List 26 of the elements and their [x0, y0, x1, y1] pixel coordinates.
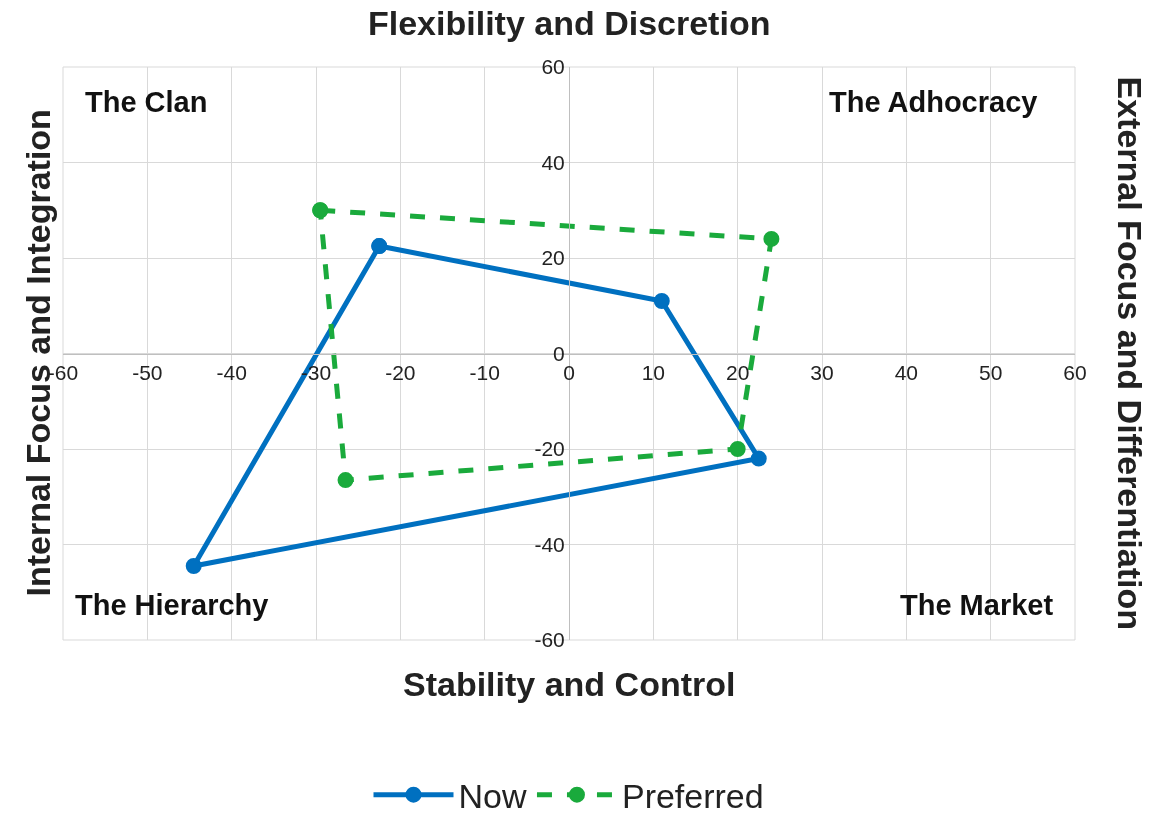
legend-label: Preferred: [621, 776, 764, 815]
x-tick-label: -20: [385, 360, 416, 384]
x-tick-label: -50: [132, 360, 163, 384]
x-axis-title: Stability and Control: [403, 665, 736, 703]
y-tick-label: 60: [541, 55, 565, 79]
y-tick-label: -20: [534, 437, 565, 461]
x-tick-label: 20: [725, 360, 750, 384]
annotation: The Clan: [85, 86, 208, 118]
y-tick-label: -60: [534, 628, 565, 652]
legend-label: Now: [458, 776, 527, 815]
x-tick-label: 40: [894, 360, 919, 384]
x-tick-label: -40: [216, 360, 247, 384]
annotation: The Adhocracy: [829, 86, 1038, 118]
y-tick-label: 0: [553, 341, 565, 365]
y-tick-label: 40: [541, 150, 565, 174]
chart-title: Flexibility and Discretion: [368, 4, 771, 42]
annotation: The Hierarchy: [75, 589, 269, 621]
x-tick-label: -10: [469, 360, 500, 384]
x-tick-label: 60: [1063, 360, 1087, 384]
annotation: The Market: [900, 589, 1054, 621]
x-tick-label: 10: [641, 360, 666, 384]
y-tick-label: 20: [541, 246, 565, 270]
y2-axis-title: External Focus and Differentiation: [1110, 76, 1149, 631]
y-tick-label: -40: [534, 532, 565, 556]
x-tick-label: 50: [978, 360, 1003, 384]
x-tick-label: 30: [810, 360, 834, 384]
